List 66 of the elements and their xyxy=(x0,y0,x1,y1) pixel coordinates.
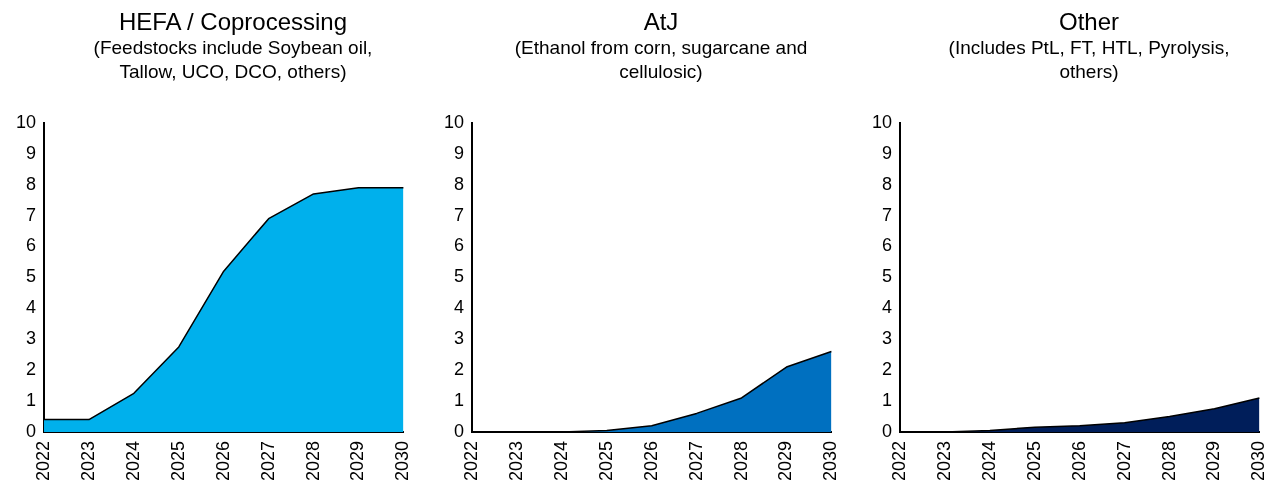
x-tick-label: 2027 xyxy=(685,440,706,481)
x-tick-label: 2023 xyxy=(933,440,954,481)
y-tick-label: 3 xyxy=(26,328,37,349)
x-tick-label: 2026 xyxy=(640,440,661,481)
y-tick-label: 7 xyxy=(26,204,37,225)
x-tick-label: 2025 xyxy=(1023,440,1044,481)
y-tick-label: 6 xyxy=(26,235,37,256)
x-tick-label: 2025 xyxy=(595,440,616,481)
x-tick-label: 2030 xyxy=(1248,440,1269,481)
x-tick-label: 2023 xyxy=(77,440,98,481)
y-tick-label: 0 xyxy=(26,420,37,441)
chart-title: AtJ xyxy=(643,8,679,36)
y-tick-label: 3 xyxy=(882,328,893,349)
x-tick-label: 2024 xyxy=(978,440,999,481)
y-tick-label: 2 xyxy=(882,359,893,380)
y-tick-label: 2 xyxy=(26,359,37,380)
y-tick-label: 6 xyxy=(454,235,465,256)
x-tick-label: 2022 xyxy=(888,440,909,481)
y-tick-label: 10 xyxy=(443,111,465,132)
y-tick-label: 3 xyxy=(454,328,465,349)
y-tick-label: 5 xyxy=(454,266,465,287)
y-tick-label: 10 xyxy=(15,111,37,132)
y-tick-label: 1 xyxy=(882,390,893,411)
y-tick-label: 5 xyxy=(26,266,37,287)
x-tick-label: 2029 xyxy=(1203,440,1224,481)
y-tick-label: 1 xyxy=(26,390,37,411)
y-tick-label: 9 xyxy=(26,142,37,163)
x-tick-label: 2028 xyxy=(730,440,751,481)
y-tick-label: 5 xyxy=(882,266,893,287)
y-tick-label: 4 xyxy=(26,297,37,318)
y-tick-label: 4 xyxy=(882,297,893,318)
x-tick-label: 2030 xyxy=(392,440,413,481)
x-tick-label: 2030 xyxy=(820,440,841,481)
y-tick-label: 7 xyxy=(882,204,893,225)
y-tick-label: 1 xyxy=(454,390,465,411)
x-tick-label: 2022 xyxy=(32,440,53,481)
x-tick-label: 2022 xyxy=(460,440,481,481)
x-tick-label: 2026 xyxy=(1068,440,1089,481)
x-tick-label: 2024 xyxy=(550,440,571,481)
x-tick-label: 2024 xyxy=(122,440,143,481)
x-tick-label: 2026 xyxy=(212,440,233,481)
y-tick-label: 10 xyxy=(871,111,893,132)
y-tick-label: 0 xyxy=(454,420,465,441)
y-tick-label: 0 xyxy=(882,420,893,441)
chart-title: HEFA / Coprocessing xyxy=(118,8,348,36)
x-tick-label: 2029 xyxy=(775,440,796,481)
y-tick-label: 9 xyxy=(454,142,465,163)
x-tick-label: 2025 xyxy=(167,440,188,481)
y-tick-label: 8 xyxy=(454,173,465,194)
y-tick-label: 6 xyxy=(882,235,893,256)
x-tick-label: 2029 xyxy=(347,440,368,481)
chart-subtitle: (Ethanol from corn, sugarcane and cellulosic) xyxy=(513,36,809,84)
y-tick-label: 7 xyxy=(454,204,465,225)
chart-title: Other xyxy=(1058,8,1120,36)
chart-subtitle: (Includes PtL, FT, HTL, Pyrolysis, others) xyxy=(947,36,1231,84)
x-tick-label: 2028 xyxy=(1158,440,1179,481)
y-tick-label: 8 xyxy=(26,173,37,194)
x-tick-label: 2027 xyxy=(257,440,278,481)
x-tick-label: 2027 xyxy=(1113,440,1134,481)
x-tick-label: 2028 xyxy=(302,440,323,481)
y-tick-label: 9 xyxy=(882,142,893,163)
y-tick-label: 4 xyxy=(454,297,465,318)
x-tick-label: 2023 xyxy=(505,440,526,481)
chart-subtitle: (Feedstocks include Soybean oil, Tallow, UCO, DCO, others) xyxy=(92,36,374,84)
y-tick-label: 2 xyxy=(454,359,465,380)
y-tick-label: 8 xyxy=(882,173,893,194)
